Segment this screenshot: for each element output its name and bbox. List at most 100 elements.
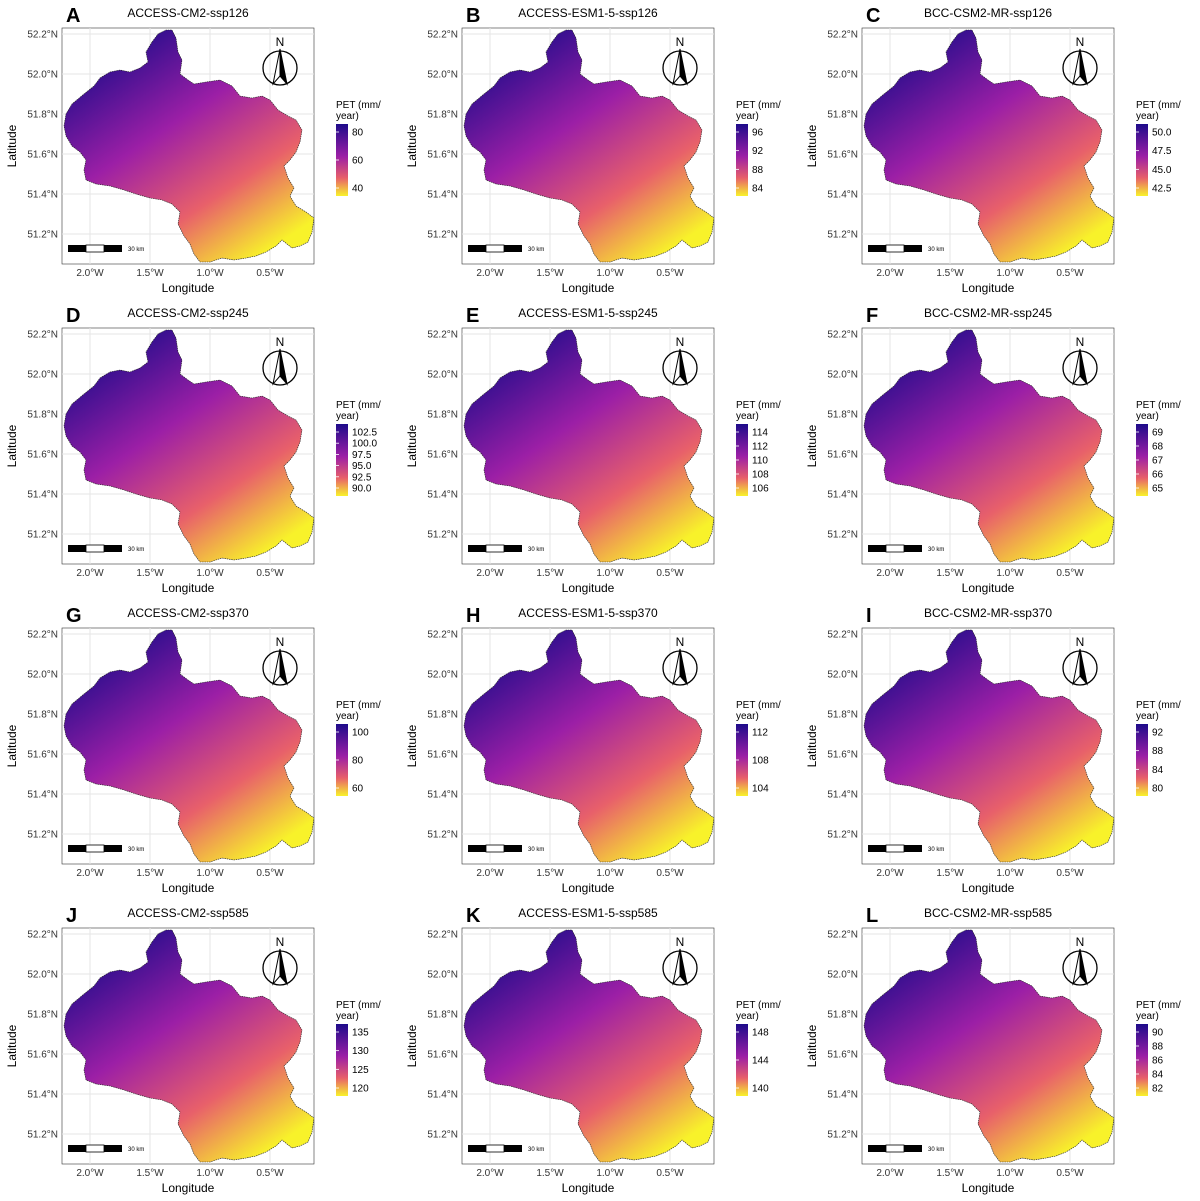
panel-letter: C bbox=[866, 5, 880, 27]
lat-tick-label: 51.2°N bbox=[27, 1130, 58, 1141]
lat-tick-label: 51.4°N bbox=[427, 490, 458, 501]
lon-tick-label: 2.0°W bbox=[876, 568, 904, 579]
color-legend: PET (mm/year) 96 92 88 84 bbox=[736, 100, 781, 196]
lat-tick-label: 52.2°N bbox=[427, 630, 458, 641]
lat-tick-label: 51.6°N bbox=[27, 750, 58, 761]
lon-tick-label: 1.0°W bbox=[996, 268, 1024, 279]
lat-tick-label: 51.8°N bbox=[27, 710, 58, 721]
legend-tick-label: 45.0 bbox=[1152, 165, 1172, 176]
map-svg-e: E ACCESS-ESM1-5-ssp245 52.2°N 52.0°N 51.8°N 5… bbox=[405, 305, 781, 595]
lat-tick-label: 51.4°N bbox=[827, 1090, 858, 1101]
scale-bar: 30 km bbox=[68, 1144, 144, 1153]
x-axis-label: Longitude bbox=[962, 281, 1015, 295]
lat-tick-label: 52.2°N bbox=[27, 630, 58, 641]
lat-tick-label: 51.6°N bbox=[427, 150, 458, 161]
legend-tick-label: 135 bbox=[352, 1028, 369, 1039]
lon-tick-label: 2.0°W bbox=[876, 268, 904, 279]
pet-surface-region bbox=[863, 629, 1114, 863]
north-arrow-icon: N bbox=[662, 335, 698, 386]
lon-tick-label: 1.5°W bbox=[136, 268, 164, 279]
panel-letter: I bbox=[866, 605, 872, 627]
pet-surface-region bbox=[63, 29, 314, 263]
north-label: N bbox=[1076, 335, 1085, 349]
north-label: N bbox=[676, 635, 685, 649]
x-axis-label: Longitude bbox=[162, 281, 215, 295]
lat-tick-label: 51.4°N bbox=[27, 190, 58, 201]
legend-title: PET (mm/ bbox=[336, 1000, 381, 1011]
lat-tick-label: 52.0°N bbox=[827, 670, 858, 681]
legend-title: PET (mm/ bbox=[1136, 400, 1181, 411]
lon-tick-label: 1.0°W bbox=[596, 268, 624, 279]
north-label: N bbox=[676, 935, 685, 949]
lon-tick-label: 0.5°W bbox=[1056, 868, 1084, 879]
scale-bar: 30 km bbox=[468, 844, 544, 853]
lat-tick-label: 52.2°N bbox=[427, 930, 458, 941]
north-arrow-icon: N bbox=[262, 935, 298, 986]
legend-colorbar bbox=[336, 124, 348, 196]
map-panel-f: F BCC-CSM2-MR-ssp245 52.2°N 52.0°N 51.8°N 51.… bbox=[800, 300, 1200, 600]
pet-surface-region bbox=[463, 629, 714, 863]
lat-tick-label: 51.6°N bbox=[427, 450, 458, 461]
north-label: N bbox=[1076, 35, 1085, 49]
pet-surface-region bbox=[63, 629, 314, 863]
lon-tick-label: 1.5°W bbox=[536, 1168, 564, 1179]
lon-tick-label: 0.5°W bbox=[256, 1168, 284, 1179]
lat-tick-label: 52.0°N bbox=[27, 70, 58, 81]
lat-tick-label: 51.6°N bbox=[427, 1050, 458, 1061]
legend-title: year) bbox=[1136, 711, 1159, 722]
y-axis-label: Latitude bbox=[405, 724, 419, 767]
legend-title: year) bbox=[336, 711, 359, 722]
scale-bar-label: 30 km bbox=[128, 247, 144, 253]
lon-tick-label: 1.0°W bbox=[996, 1168, 1024, 1179]
y-axis-label: Latitude bbox=[805, 724, 819, 767]
lat-tick-label: 51.6°N bbox=[27, 150, 58, 161]
y-axis-label: Latitude bbox=[805, 124, 819, 167]
north-label: N bbox=[276, 335, 285, 349]
pet-surface-region bbox=[463, 929, 714, 1163]
panel-title: ACCESS-CM2-ssp585 bbox=[127, 906, 249, 920]
color-legend: PET (mm/year) 69 68 67 66 65 bbox=[1136, 400, 1181, 496]
lat-tick-label: 51.8°N bbox=[827, 410, 858, 421]
panel-letter: H bbox=[466, 605, 480, 627]
legend-title: year) bbox=[736, 411, 759, 422]
legend-title: PET (mm/ bbox=[336, 400, 381, 411]
panel-letter: G bbox=[66, 605, 82, 627]
panel-letter: B bbox=[466, 5, 480, 27]
legend-colorbar bbox=[736, 424, 748, 496]
lat-tick-label: 52.0°N bbox=[827, 370, 858, 381]
lon-tick-label: 1.5°W bbox=[136, 868, 164, 879]
lat-tick-label: 52.0°N bbox=[27, 370, 58, 381]
color-legend: PET (mm/year) 135 130 125 120 bbox=[336, 1000, 381, 1096]
lat-tick-label: 52.0°N bbox=[827, 970, 858, 981]
lon-tick-label: 0.5°W bbox=[656, 268, 684, 279]
legend-tick-label: 40 bbox=[352, 184, 364, 195]
panel-title: BCC-CSM2-MR-ssp126 bbox=[924, 6, 1052, 20]
lon-tick-label: 0.5°W bbox=[256, 268, 284, 279]
map-svg-f: F BCC-CSM2-MR-ssp245 52.2°N 52.0°N 51.8°N 51.… bbox=[805, 305, 1181, 595]
lat-tick-label: 52.0°N bbox=[827, 70, 858, 81]
north-arrow-icon: N bbox=[262, 635, 298, 686]
lon-tick-label: 0.5°W bbox=[656, 868, 684, 879]
north-label: N bbox=[676, 35, 685, 49]
pet-surface-region bbox=[63, 329, 314, 563]
panel-letter: A bbox=[66, 5, 80, 27]
lat-tick-label: 52.0°N bbox=[427, 670, 458, 681]
x-axis-label: Longitude bbox=[162, 581, 215, 595]
legend-colorbar bbox=[336, 424, 348, 496]
y-axis-label: Latitude bbox=[405, 424, 419, 467]
legend-colorbar bbox=[336, 1024, 348, 1096]
legend-tick-label: 148 bbox=[752, 1028, 769, 1039]
y-axis-label: Latitude bbox=[805, 1024, 819, 1067]
legend-tick-label: 90 bbox=[1152, 1028, 1164, 1039]
lat-tick-label: 51.8°N bbox=[427, 1010, 458, 1021]
scale-bar: 30 km bbox=[868, 244, 944, 253]
scale-bar-label: 30 km bbox=[928, 847, 944, 853]
legend-title: year) bbox=[736, 111, 759, 122]
lat-tick-label: 51.4°N bbox=[427, 1090, 458, 1101]
panel-title: ACCESS-CM2-ssp126 bbox=[127, 6, 249, 20]
lon-tick-label: 1.5°W bbox=[536, 268, 564, 279]
x-axis-label: Longitude bbox=[562, 1181, 615, 1195]
legend-title: year) bbox=[336, 111, 359, 122]
lon-tick-label: 2.0°W bbox=[476, 868, 504, 879]
x-axis-label: Longitude bbox=[562, 581, 615, 595]
